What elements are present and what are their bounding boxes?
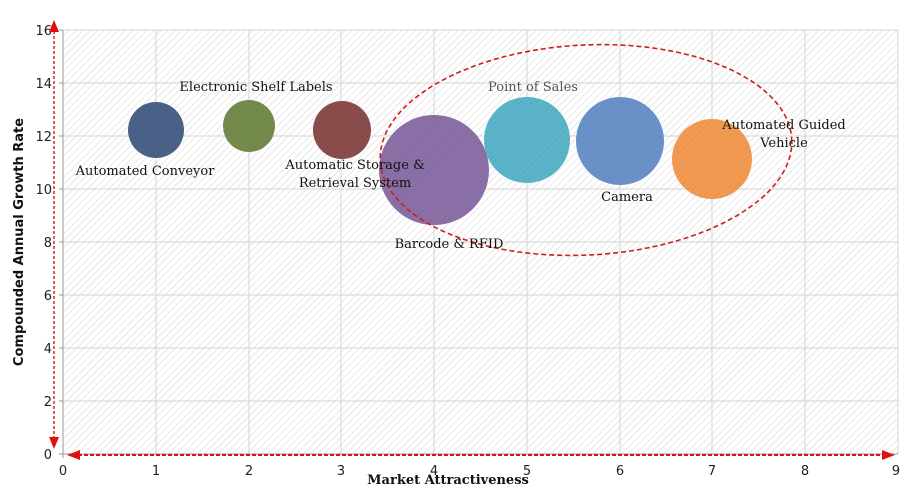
y-tick: 16 — [35, 24, 52, 39]
label-point-of-sales: Point of Sales — [488, 80, 578, 95]
highlight-ellipse — [379, 43, 793, 257]
arrow-right-icon — [882, 450, 895, 460]
y-tick: 14 — [35, 77, 52, 92]
x-tick-labels: 0 1 2 3 4 5 6 7 8 9 — [59, 464, 900, 479]
label-agv-line1: Automated Guided — [721, 118, 846, 133]
bubble-agv[interactable] — [672, 119, 752, 199]
label-asrs-line2: Retrieval System — [299, 176, 411, 191]
arrow-down-icon — [49, 437, 59, 449]
y-tick: 6 — [44, 289, 52, 304]
bubble-labels: Automated Conveyor Electronic Shelf Labe… — [75, 80, 846, 252]
axis-arrows — [49, 20, 895, 460]
x-tick: 2 — [245, 464, 253, 479]
gridlines — [63, 29, 899, 454]
arrow-up-icon — [49, 20, 59, 32]
bubble-automatic-storage[interactable] — [313, 101, 371, 159]
y-axis-title: Compounded Annual Growth Rate — [12, 118, 27, 366]
x-tick: 3 — [337, 464, 345, 479]
x-tick: 6 — [616, 464, 624, 479]
bubble-camera[interactable] — [576, 97, 664, 185]
label-automated-conveyor: Automated Conveyor — [75, 164, 216, 179]
x-tick: 8 — [801, 464, 809, 479]
x-tick: 1 — [152, 464, 160, 479]
y-tick: 2 — [44, 395, 52, 410]
label-asrs-line1: Automatic Storage & — [284, 158, 424, 173]
x-tick: 7 — [708, 464, 716, 479]
label-agv-line2: Vehicle — [759, 136, 808, 151]
bubble-barcode-rfid[interactable] — [379, 115, 489, 225]
y-tick: 0 — [44, 448, 52, 463]
arrow-left-icon — [67, 450, 80, 460]
label-electronic-shelf-labels: Electronic Shelf Labels — [179, 80, 332, 95]
label-camera: Camera — [601, 190, 653, 205]
x-tick: 9 — [892, 464, 900, 479]
x-tick: 4 — [430, 464, 438, 479]
y-tick-labels: 0 2 4 6 8 10 12 14 16 — [35, 24, 52, 463]
bubble-electronic-shelf-labels[interactable] — [223, 100, 275, 152]
y-tick: 8 — [44, 236, 52, 251]
y-tick: 12 — [35, 130, 52, 145]
bubble-automated-conveyor[interactable] — [128, 102, 184, 158]
label-barcode-rfid: Barcode & RFID — [395, 237, 504, 252]
y-tick: 4 — [44, 342, 52, 357]
y-tick: 10 — [35, 183, 52, 198]
bubbles — [128, 97, 752, 225]
x-axis-title: Market Attractiveness — [367, 473, 529, 488]
bubble-point-of-sales[interactable] — [484, 97, 570, 183]
x-tick: 5 — [523, 464, 531, 479]
x-tick: 0 — [59, 464, 67, 479]
